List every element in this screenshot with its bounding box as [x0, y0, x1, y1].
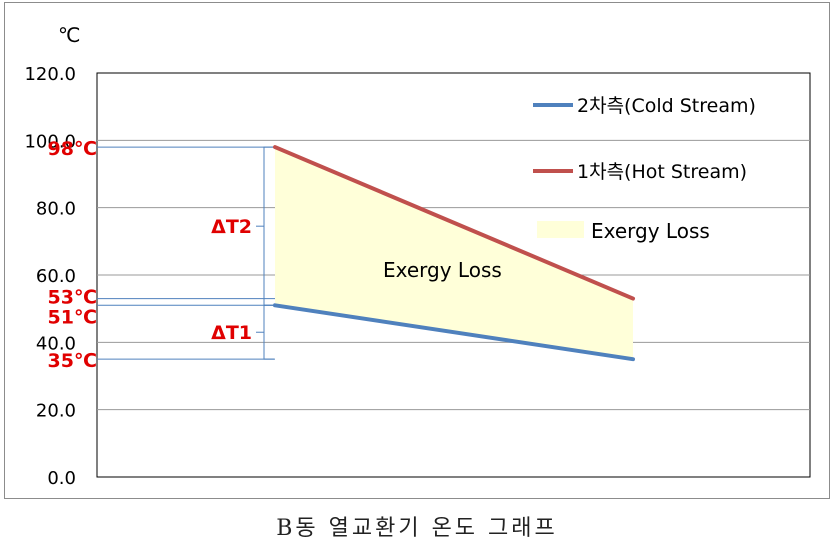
delta-label: ΔT2 [211, 216, 252, 238]
legend: 2차측(Cold Stream) 1차측(Hot Stream) Exergy Lo… [533, 95, 756, 243]
series-line [273, 303, 635, 362]
legend-label: Exergy Loss [591, 219, 710, 243]
unit-label: ℃ [58, 23, 80, 47]
series-line [273, 145, 635, 301]
temperature-label: 98℃ [48, 138, 97, 160]
temperature-label: 53℃ [48, 287, 97, 309]
legend-swatch [537, 221, 584, 238]
legend-label: 2차측(Cold Stream) [577, 95, 756, 117]
figure-caption: B동 열교환기 온도 그래프 [276, 516, 558, 541]
temperature-label: 51℃ [48, 306, 97, 328]
exergy-loss-fill [275, 147, 633, 360]
annotation-guides [97, 146, 275, 360]
y-tick-label: 120.0 [24, 64, 76, 85]
y-axis-ticks: 0.0 20.0 40.0 60.0 80.0 100.0 120.0 [24, 64, 76, 489]
y-tick-label: 100.0 [24, 131, 76, 152]
y-tick-label: 40.0 [36, 333, 76, 354]
delta-label: ΔT1 [211, 322, 252, 344]
y-tick-label: 0.0 [47, 468, 76, 489]
legend-label: 1차측(Hot Stream) [577, 161, 747, 183]
exergy-loss-area [275, 147, 633, 360]
chart: 0.0 20.0 40.0 60.0 80.0 100.0 120.0 ΔT2 ΔT1 98℃ 5… [4, 2, 830, 499]
y-tick-label: 60.0 [36, 266, 76, 287]
annotation-labels: ΔT2 ΔT1 98℃ 53℃51℃ 35℃ [48, 138, 252, 372]
gridlines [96, 72, 811, 478]
exergy-loss-area-label: Exergy Loss [383, 258, 502, 282]
series-lines [273, 145, 635, 362]
y-tick-label: 80.0 [36, 199, 76, 220]
y-tick-label: 20.0 [36, 401, 76, 422]
temperature-label: 35℃ [48, 350, 97, 372]
